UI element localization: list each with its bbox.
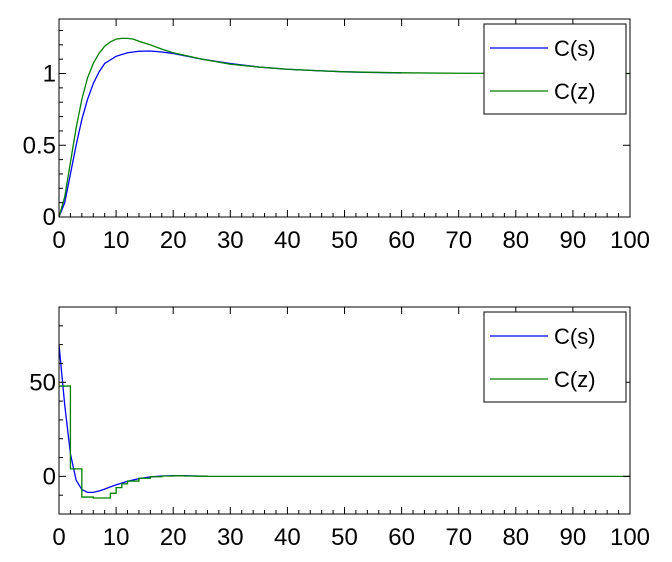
plot-bottom-marks — [59, 344, 630, 499]
x-tick-label: 100 — [610, 524, 650, 551]
x-tick-label: 100 — [610, 227, 650, 254]
plot-bottom: 0 10 20 30 40 50 60 70 80 90 100 0 50 C(s) C(z) — [29, 306, 650, 551]
y-tick-label: 50 — [29, 369, 56, 396]
x-tick-label: 0 — [52, 524, 65, 551]
x-tick-label: 40 — [274, 227, 301, 254]
plot-top-axes: 0 10 20 30 40 50 60 70 80 90 100 0 0.5 1 — [23, 18, 650, 254]
plot-top-marks — [59, 37, 630, 217]
x-tick-label: 70 — [445, 227, 472, 254]
x-tick-label: 20 — [160, 227, 187, 254]
series-line-0 — [59, 50, 402, 217]
x-tick-label: 10 — [103, 524, 130, 551]
x-tick-label: 80 — [502, 524, 529, 551]
x-tick-label: 70 — [445, 524, 472, 551]
x-tick-label: 0 — [52, 227, 65, 254]
x-tick-label: 30 — [217, 227, 244, 254]
plot-bottom-legend: C(s) C(z) — [483, 311, 627, 403]
series-line-1 — [59, 37, 630, 217]
legend-label: C(z) — [554, 367, 596, 392]
plot-top: 0 10 20 30 40 50 60 70 80 90 100 0 0.5 1 C(s) C(z) — [23, 18, 650, 254]
x-tick-label: 50 — [331, 227, 358, 254]
x-tick-label: 90 — [560, 227, 587, 254]
y-tick-label: 0 — [43, 463, 56, 490]
x-tick-label: 10 — [103, 227, 130, 254]
x-tick-label: 50 — [331, 524, 358, 551]
x-tick-label: 20 — [160, 524, 187, 551]
x-tick-label: 40 — [274, 524, 301, 551]
series-line-1 — [59, 385, 630, 499]
y-tick-label: 0.5 — [23, 132, 56, 159]
legend-box — [483, 311, 627, 403]
x-tick-label: 80 — [502, 227, 529, 254]
y-tick-label: 0 — [43, 204, 56, 231]
y-tick-label: 1 — [43, 61, 56, 88]
legend-label: C(s) — [554, 324, 596, 349]
legend-label: C(s) — [554, 36, 596, 61]
x-tick-label: 60 — [388, 524, 415, 551]
x-tick-label: 60 — [388, 227, 415, 254]
plot-bottom-axes: 0 10 20 30 40 50 60 70 80 90 100 0 50 — [29, 306, 650, 551]
plot-top-legend: C(s) C(z) — [483, 23, 627, 115]
x-tick-label: 30 — [217, 524, 244, 551]
legend-box — [483, 23, 627, 115]
x-tick-label: 90 — [560, 524, 587, 551]
legend-label: C(z) — [554, 79, 596, 104]
